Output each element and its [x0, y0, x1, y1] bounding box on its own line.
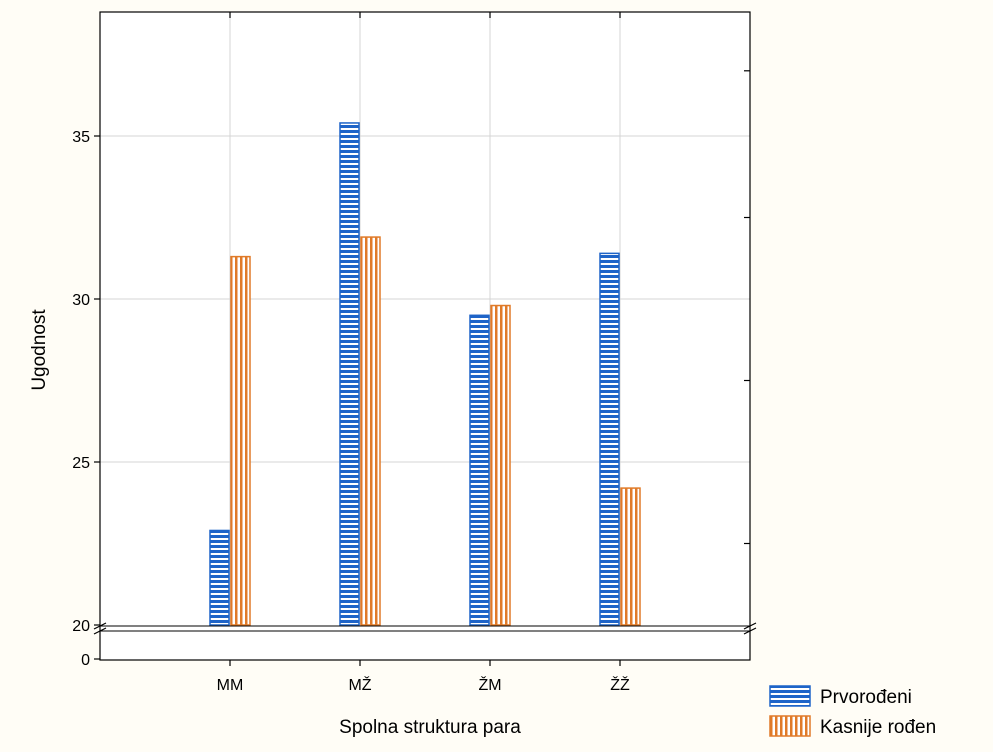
y-tick-label: 35: [72, 129, 90, 146]
plot-area: [100, 12, 750, 660]
legend-swatch-kasnije-roden: [769, 715, 811, 737]
bar-prvorodeni-2: [469, 314, 490, 626]
bars: [209, 122, 641, 626]
x-tick-label: MM: [217, 677, 244, 694]
x-tick-label: ŽM: [478, 675, 501, 694]
y-tick-label: 25: [72, 455, 90, 472]
axis-break-band: [101, 627, 749, 631]
bar-prvorodeni-0: [209, 529, 230, 626]
x-tick-label: ŽŽ: [610, 675, 630, 694]
plot-frame: [99, 11, 751, 661]
axis-break-marks: [93, 622, 757, 635]
bar-kasnije-roden-0: [230, 255, 251, 626]
legend-label-kasnije-roden: Kasnije rođen: [820, 717, 936, 738]
x-axis-title: Spolna struktura para: [339, 717, 521, 738]
y-tick-label: 30: [72, 292, 90, 309]
ticks: 20 25 30 35 0 MM MŽ ŽM ŽŽ: [72, 12, 750, 694]
bar-prvorodeni-1: [339, 122, 360, 626]
legend: Prvorođeni Kasnije rođen: [769, 685, 936, 738]
y-tick-label-break: 0: [81, 652, 90, 669]
legend-label-prvorodeni: Prvorođeni: [820, 687, 912, 708]
grid-lines: [100, 12, 750, 625]
bar-kasnije-roden-3: [620, 487, 641, 626]
bar-prvorodeni-3: [599, 252, 620, 626]
y-tick-label: 20: [72, 618, 90, 635]
legend-swatch-prvorodeni: [769, 685, 811, 707]
bar-kasnije-roden-1: [360, 236, 381, 626]
bar-kasnije-roden-2: [490, 304, 511, 626]
x-tick-label: MŽ: [348, 675, 371, 694]
y-axis-title: Ugodnost: [29, 309, 50, 391]
